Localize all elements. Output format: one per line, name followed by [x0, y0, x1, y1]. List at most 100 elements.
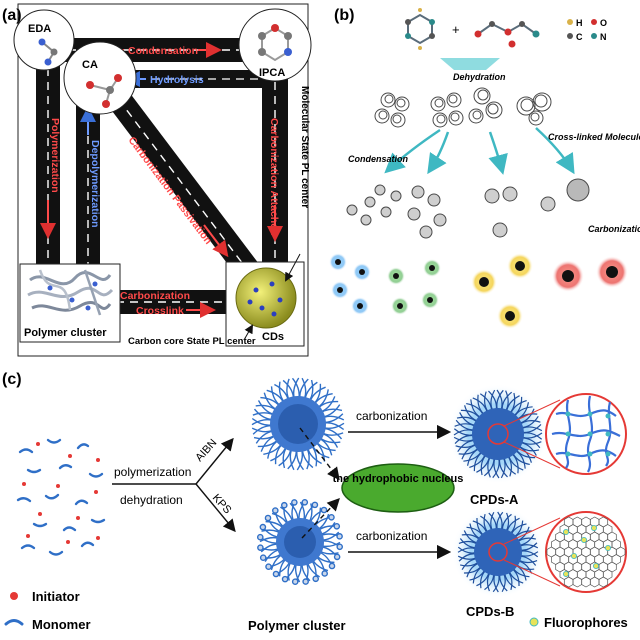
charged-end-group — [259, 554, 267, 562]
charged-end-group — [291, 578, 299, 586]
legend-initiator-label: Initiator — [32, 589, 80, 604]
tangle-cluster — [430, 92, 464, 128]
panel-a-frame — [17, 3, 309, 357]
atom-icon — [284, 32, 292, 40]
legend-monomer-label: Monomer — [32, 617, 91, 632]
label-carbonization-top: carbonization — [356, 409, 427, 423]
label-cpds-a: CPDs-A — [470, 492, 519, 507]
charged-end-group — [312, 575, 320, 583]
atom-icon — [258, 48, 266, 56]
monomer-field — [16, 438, 106, 556]
charged-end-group — [301, 498, 309, 506]
dehydration-funnel — [440, 58, 500, 70]
hydrophobic-nucleus-text: the hydrophobic nucleus — [333, 473, 464, 485]
atom-icon — [38, 38, 46, 46]
arrow-carbonization-passivation — [203, 224, 229, 258]
charged-end-group — [256, 533, 264, 541]
atom-icon — [284, 48, 292, 56]
charged-end-group — [328, 562, 336, 570]
legend-c: C — [576, 32, 583, 42]
road-left — [36, 40, 60, 280]
atom-icon — [271, 24, 279, 32]
charged-end-group — [336, 533, 343, 540]
node-polymer-cluster: Polymer cluster — [19, 263, 121, 343]
label-carbonization-attached-text: Carbonization Attached — [268, 118, 280, 235]
legend-fluorophores: Fluorophores — [529, 615, 628, 630]
legend-o: O — [600, 18, 607, 28]
monomer-icon — [4, 619, 24, 626]
label-polymerization-c: polymerization — [114, 465, 191, 479]
arrow-branch-1 — [384, 128, 441, 174]
legend-h: H — [576, 18, 583, 28]
label-carbonization-bottom: Carbonization — [120, 290, 190, 302]
legend-o-icon — [591, 19, 597, 25]
panel-a-label: (a) — [2, 7, 22, 24]
cds-blue-group — [329, 253, 371, 315]
charged-end-group — [302, 578, 309, 585]
hex-cell — [598, 576, 609, 588]
legend-h-icon — [567, 19, 573, 25]
legend-fluorophores-label: Fluorophores — [544, 615, 628, 630]
polymer-cluster-bottom — [256, 498, 344, 586]
label-carbonization-attached: Carbonization Attached — [268, 118, 280, 235]
panel-a: (a) Condens — [2, 3, 312, 357]
charged-end-group — [264, 514, 272, 522]
initiator-field — [22, 442, 100, 544]
charged-end-group — [272, 507, 279, 514]
node-ipca: IPCA — [238, 8, 312, 82]
label-dehydration: Dehydration — [453, 72, 506, 82]
atom-icon — [44, 58, 52, 66]
cds-red-group — [552, 256, 628, 292]
road-mid-horizontal — [110, 70, 270, 88]
node-cds-label: CDs — [262, 331, 284, 343]
zoom-hex-lattice — [545, 511, 627, 593]
node-cds: CDs — [225, 261, 305, 347]
molecule-1 — [405, 8, 435, 50]
label-carbonization-b: Carbonization — [588, 224, 640, 234]
arrow-branch-4 — [535, 127, 575, 175]
label-condensation-b: Condensation — [348, 154, 409, 164]
node-eda: EDA — [13, 9, 75, 71]
atom-icon — [106, 86, 114, 94]
label-hydrolysis: Hydrolysis — [150, 74, 204, 86]
label-carbonization-bottom-c: carbonization — [356, 529, 427, 543]
label-polymer-cluster-c: Polymer cluster — [248, 618, 346, 633]
hydrophobic-nucleus: the hydrophobic nucleus — [333, 463, 464, 513]
cpds-b: CPDs-B — [452, 506, 627, 619]
arrow-branch-3 — [488, 131, 508, 175]
charged-end-group — [336, 543, 344, 551]
charged-end-group — [259, 523, 267, 531]
panel-c: (c) polymerization dehydration AIBN KPS — [2, 371, 628, 633]
pointer-carbon-core — [243, 324, 253, 341]
charged-end-group — [311, 501, 319, 509]
legend-c-icon — [567, 33, 573, 39]
charged-end-group — [320, 506, 328, 514]
panel-c-label: (c) — [2, 371, 22, 388]
legend-initiator: Initiator — [10, 589, 80, 604]
arrow-branch-2 — [427, 131, 450, 175]
tangle-cluster — [374, 92, 410, 128]
label-crosslinked: Cross-linked Molecules — [548, 132, 640, 142]
dashed-arrow-top — [299, 427, 340, 481]
node-ca-label: CA — [82, 59, 98, 71]
atom-icon — [50, 48, 58, 56]
crosslinked-molecules — [374, 87, 552, 128]
molecule-2 — [474, 21, 540, 48]
fluorophore-icon — [529, 617, 539, 627]
label-polymerization: Polymerization — [49, 118, 61, 193]
legend-n-icon — [591, 33, 597, 39]
cds-yellow-group — [471, 253, 533, 329]
atom-icon — [258, 32, 266, 40]
node-eda-label: EDA — [28, 23, 51, 35]
tangle-cluster — [516, 92, 552, 126]
atom-icon — [102, 100, 110, 108]
arrow-to-bottom-cluster — [195, 483, 236, 533]
cds-green-group — [387, 259, 441, 315]
node-polymer-cluster-label: Polymer cluster — [24, 327, 107, 339]
node-ipca-label: IPCA — [259, 67, 285, 79]
annotation-carbon-core-state: Carbon core State PL center — [128, 336, 256, 347]
charged-end-group — [333, 522, 341, 530]
label-cpds-b: CPDs-B — [466, 604, 514, 619]
label-hydrophobic-nucleus: the hydrophobic nucleus — [333, 473, 464, 485]
label-crosslink: Crosslink — [136, 305, 184, 317]
